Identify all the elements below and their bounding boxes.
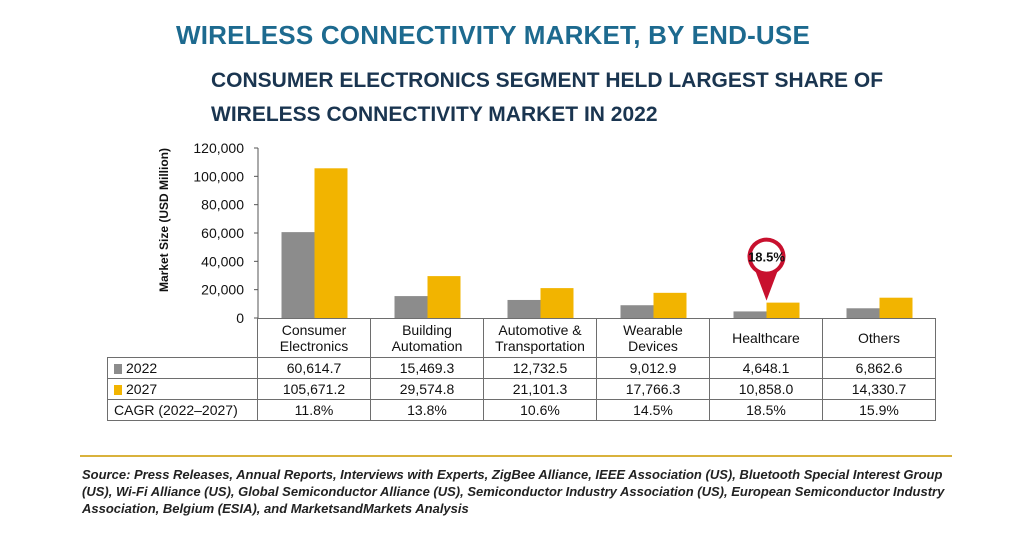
- table-cell: 14,330.7: [822, 378, 936, 400]
- y-axis-label-wrap: Market Size (USD Million): [150, 140, 178, 300]
- table-cell: 60,614.7: [257, 357, 371, 379]
- table-header-row: Consumer Electronics Building Automation A…: [108, 318, 936, 358]
- bar-2027: [766, 302, 800, 318]
- y-tick-label: 80,000: [201, 197, 244, 213]
- bar-2022: [281, 232, 315, 318]
- table-cell: 15,469.3: [370, 357, 484, 379]
- y-axis-label: Market Size (USD Million): [157, 147, 171, 293]
- table-cell: 21,101.3: [483, 378, 597, 400]
- category-automotive-transportation: Automotive & Transportation: [483, 318, 597, 358]
- legend-swatch-2027: [114, 385, 122, 395]
- y-tick-label: 100,000: [193, 168, 244, 184]
- callout-inner: [751, 241, 782, 272]
- chart-subtitle: CONSUMER ELECTRONICS SEGMENT HELD LARGES…: [211, 69, 884, 126]
- table-cell: 14.5%: [596, 399, 710, 421]
- bar-2027: [427, 276, 461, 318]
- bar-2027: [540, 288, 574, 318]
- category-wearable-devices: Wearable Devices: [596, 318, 710, 358]
- bar-2022: [733, 311, 767, 318]
- legend-swatch-2022: [114, 364, 122, 374]
- table-corner: [108, 319, 258, 358]
- bar-2022: [620, 305, 654, 318]
- table-cell: 11.8%: [257, 399, 371, 421]
- table-cell: 17,766.3: [596, 378, 710, 400]
- table-cell: 10,858.0: [709, 378, 823, 400]
- y-tick-label: 40,000: [201, 253, 244, 269]
- bar-2027: [653, 292, 687, 318]
- bar-2022: [846, 308, 880, 318]
- category-consumer-electronics: Consumer Electronics: [257, 318, 371, 358]
- table-cell: 15.9%: [822, 399, 936, 421]
- table-cell: 6,862.6: [822, 357, 936, 379]
- table-cell: 12,732.5: [483, 357, 597, 379]
- table-cell: 29,574.8: [370, 378, 484, 400]
- table-cell: 13.8%: [370, 399, 484, 421]
- source-note: Source: Press Releases, Annual Reports, …: [82, 467, 945, 516]
- row-label-2027: 2027: [107, 378, 258, 400]
- row-label-cagr: CAGR (2022–2027): [107, 399, 258, 421]
- data-table: Consumer Electronics Building Automation A…: [107, 318, 936, 421]
- table-row-cagr: CAGR (2022–2027) 11.8% 13.8% 10.6% 14.5%…: [107, 399, 936, 421]
- source-divider: [80, 455, 952, 457]
- table-cell: 105,671.2: [257, 378, 371, 400]
- y-tick-label: 20,000: [201, 282, 244, 298]
- table-cell: 9,012.9: [596, 357, 710, 379]
- category-building-automation: Building Automation: [370, 318, 484, 358]
- table-row-2027: 2027 105,671.2 29,574.8 21,101.3 17,766.…: [107, 378, 936, 400]
- bar-2027: [314, 168, 348, 318]
- y-tick-label: 60,000: [201, 225, 244, 241]
- bar-2022: [394, 296, 428, 318]
- y-tick-label: 120,000: [193, 140, 244, 156]
- callout-pointer: [754, 268, 779, 301]
- table-row-2022: 2022 60,614.7 15,469.3 12,732.5 9,012.9 …: [107, 357, 936, 379]
- chart-title: WIRELESS CONNECTIVITY MARKET, BY END-USE: [176, 20, 810, 50]
- table-cell: 10.6%: [483, 399, 597, 421]
- y-tick-label: 0: [236, 310, 244, 326]
- category-healthcare: Healthcare: [709, 318, 823, 358]
- table-cell: 18.5%: [709, 399, 823, 421]
- row-label-2022: 2022: [107, 357, 258, 379]
- category-others: Others: [822, 318, 936, 358]
- callout-label: 18.5%: [748, 250, 785, 265]
- bar-2022: [507, 299, 541, 318]
- table-cell: 4,648.1: [709, 357, 823, 379]
- bar-2027: [879, 297, 913, 318]
